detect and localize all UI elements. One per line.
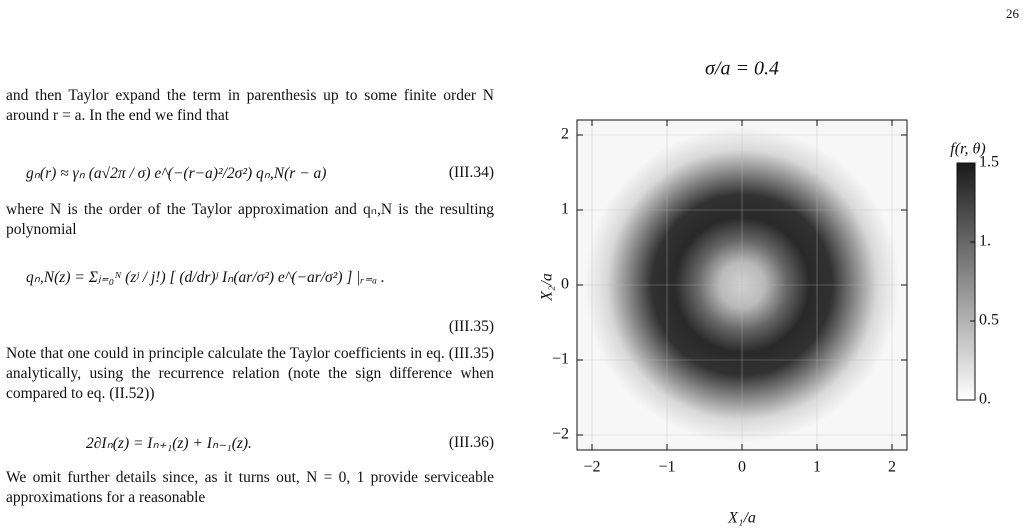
colorbar-label: f(r, θ) xyxy=(950,141,985,158)
equation-body: gₙ(r) ≈ γₙ (a√2π / σ) e^(−(r−a)²/2σ²) qₙ… xyxy=(26,165,327,182)
page-number: 26 xyxy=(1006,6,1019,21)
paragraph: We omit further details since, as it tur… xyxy=(6,469,494,506)
y-tick-label: 0 xyxy=(561,276,569,293)
plot-frame xyxy=(576,119,908,451)
colorbar-tick-label: 0.5 xyxy=(979,312,999,329)
y-tick-label: 1 xyxy=(561,201,569,218)
equation-body: qₙ,N(z) = Σⱼ₌₀ᴺ (zʲ / j!) [ (d/dr)ʲ Iₙ(a… xyxy=(26,269,385,286)
equation-label: (III.36) xyxy=(448,434,494,451)
equation-label: (III.35) xyxy=(448,318,494,335)
x-axis-label: X₁/a xyxy=(727,510,756,527)
paragraph: Note that one could in principle calcula… xyxy=(6,345,494,402)
chart-title: σ/a = 0.4 xyxy=(705,58,779,80)
colorbar-tick-label: 0. xyxy=(979,391,991,408)
y-tick-label: −2 xyxy=(552,426,569,443)
paragraph: and then Taylor expand the term in paren… xyxy=(6,87,494,124)
colorbar xyxy=(956,162,976,401)
y-tick-label: 2 xyxy=(561,126,569,143)
colorbar-tick-label: 1.5 xyxy=(979,154,999,171)
y-axis-label: X₂/a xyxy=(539,273,556,302)
equation-label: (III.34) xyxy=(448,164,494,181)
y-tick-label: −1 xyxy=(552,351,569,368)
x-tick-label: −2 xyxy=(583,459,600,476)
colorbar-tick-label: 1. xyxy=(979,233,991,250)
x-tick-label: 0 xyxy=(738,459,746,476)
equation-body: 2∂Iₙ(z) = Iₙ₊₁(z) + Iₙ₋₁(z). xyxy=(86,435,252,452)
x-tick-label: 2 xyxy=(888,459,896,476)
x-tick-label: −1 xyxy=(658,459,675,476)
paragraph: where N is the order of the Taylor appro… xyxy=(6,201,494,238)
x-tick-label: 1 xyxy=(813,459,821,476)
